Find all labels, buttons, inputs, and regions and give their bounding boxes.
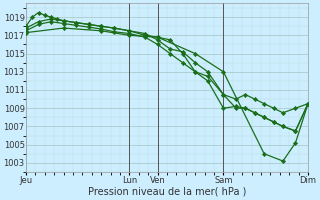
X-axis label: Pression niveau de la mer( hPa ): Pression niveau de la mer( hPa ) (88, 187, 246, 197)
